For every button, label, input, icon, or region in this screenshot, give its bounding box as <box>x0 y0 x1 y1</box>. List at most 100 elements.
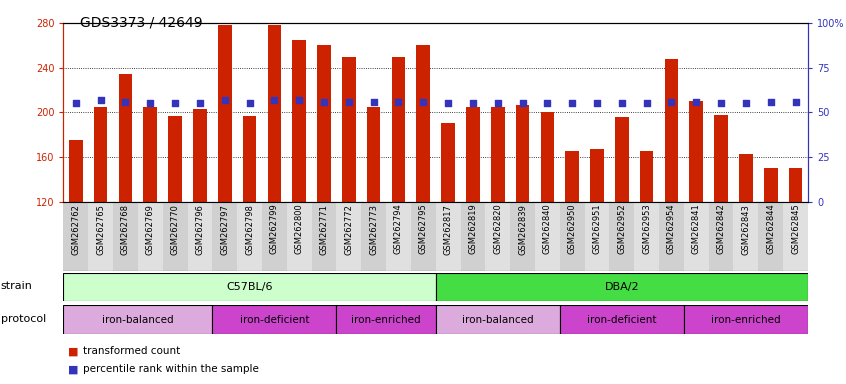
Text: GSM262819: GSM262819 <box>469 204 477 255</box>
Text: GSM262841: GSM262841 <box>692 204 700 255</box>
Bar <box>609 202 634 271</box>
Point <box>94 97 107 103</box>
Bar <box>591 149 604 202</box>
Bar <box>684 202 709 271</box>
Text: GSM262795: GSM262795 <box>419 204 428 255</box>
Text: ■: ■ <box>68 364 78 374</box>
Bar <box>436 202 460 271</box>
Bar <box>212 305 337 334</box>
Bar <box>337 305 436 334</box>
Point <box>218 97 232 103</box>
Text: GSM262762: GSM262762 <box>71 204 80 255</box>
Text: GSM262768: GSM262768 <box>121 204 130 255</box>
Point <box>193 100 206 106</box>
Bar <box>367 107 381 202</box>
Point <box>764 99 777 105</box>
Bar <box>392 56 405 202</box>
Bar <box>436 273 808 301</box>
Text: iron-balanced: iron-balanced <box>462 314 534 325</box>
Text: GSM262950: GSM262950 <box>568 204 577 254</box>
Text: GSM262773: GSM262773 <box>369 204 378 255</box>
Bar <box>69 140 83 202</box>
Bar <box>684 305 808 334</box>
Text: iron-balanced: iron-balanced <box>102 314 173 325</box>
Bar <box>188 202 212 271</box>
Bar <box>640 151 653 202</box>
Bar <box>361 202 386 271</box>
Point <box>689 99 703 105</box>
Bar <box>88 202 113 271</box>
Text: GSM262845: GSM262845 <box>791 204 800 255</box>
Bar <box>337 202 361 271</box>
Text: GSM262953: GSM262953 <box>642 204 651 255</box>
Bar <box>144 107 157 202</box>
Text: iron-deficient: iron-deficient <box>587 314 656 325</box>
Bar <box>560 305 684 334</box>
Bar <box>193 109 206 202</box>
Point <box>144 100 157 106</box>
Bar <box>560 202 585 271</box>
Point <box>541 100 554 106</box>
Bar <box>689 101 703 202</box>
Text: percentile rank within the sample: percentile rank within the sample <box>83 364 259 374</box>
Point <box>69 100 83 106</box>
Point <box>591 100 604 106</box>
Bar <box>237 202 262 271</box>
Point <box>243 100 256 106</box>
Point <box>267 97 281 103</box>
Point <box>416 99 430 105</box>
Bar <box>510 202 535 271</box>
Text: GSM262796: GSM262796 <box>195 204 205 255</box>
Point <box>516 100 530 106</box>
Bar <box>243 116 256 202</box>
Bar <box>491 107 504 202</box>
Bar <box>615 117 629 202</box>
Bar <box>516 104 530 202</box>
Bar <box>466 107 480 202</box>
Bar <box>783 202 808 271</box>
Text: GSM262952: GSM262952 <box>618 204 626 254</box>
Point <box>640 100 653 106</box>
Point <box>739 100 753 106</box>
Bar <box>411 202 436 271</box>
Bar <box>733 202 758 271</box>
Point <box>293 97 306 103</box>
Bar <box>460 202 486 271</box>
Text: GSM262954: GSM262954 <box>667 204 676 254</box>
Point <box>317 99 331 105</box>
Bar <box>287 202 311 271</box>
Bar <box>267 25 281 202</box>
Bar <box>63 273 436 301</box>
Text: GSM262820: GSM262820 <box>493 204 503 255</box>
Bar <box>317 45 331 202</box>
Bar <box>311 202 337 271</box>
Text: GSM262794: GSM262794 <box>394 204 403 255</box>
Bar <box>262 202 287 271</box>
Text: iron-enriched: iron-enriched <box>711 314 781 325</box>
Text: GSM262799: GSM262799 <box>270 204 279 255</box>
Text: GSM262951: GSM262951 <box>592 204 602 254</box>
Point <box>466 100 480 106</box>
Bar <box>342 56 355 202</box>
Text: GSM262771: GSM262771 <box>320 204 328 255</box>
Text: iron-deficient: iron-deficient <box>239 314 309 325</box>
Bar <box>63 202 88 271</box>
Bar <box>665 59 678 202</box>
Text: GSM262770: GSM262770 <box>171 204 179 255</box>
Text: GSM262839: GSM262839 <box>518 204 527 255</box>
Text: protocol: protocol <box>1 314 46 324</box>
Bar <box>293 40 306 202</box>
Bar <box>486 202 510 271</box>
Bar <box>764 168 777 202</box>
Bar <box>758 202 783 271</box>
Text: GSM262772: GSM262772 <box>344 204 354 255</box>
Bar <box>386 202 411 271</box>
Text: GSM262817: GSM262817 <box>443 204 453 255</box>
Point <box>392 99 405 105</box>
Text: GSM262765: GSM262765 <box>96 204 105 255</box>
Bar <box>659 202 684 271</box>
Text: GSM262797: GSM262797 <box>220 204 229 255</box>
Text: GSM262842: GSM262842 <box>717 204 726 255</box>
Bar <box>138 202 162 271</box>
Text: ■: ■ <box>68 346 78 356</box>
